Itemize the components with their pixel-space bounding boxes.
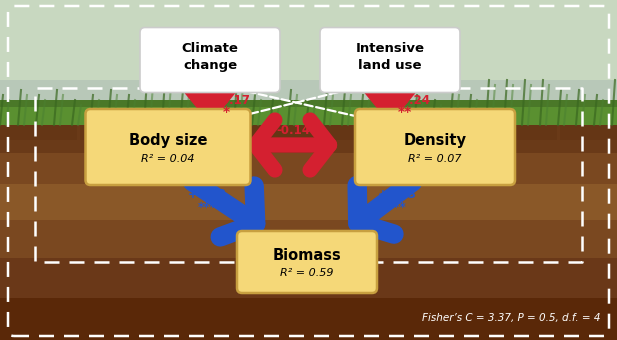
FancyBboxPatch shape xyxy=(320,28,460,92)
Text: Body size: Body size xyxy=(129,133,207,148)
Bar xyxy=(0,184,617,222)
Bar xyxy=(0,125,617,155)
Text: -0.17: -0.17 xyxy=(216,94,250,106)
Bar xyxy=(240,125,317,140)
Bar xyxy=(0,100,617,130)
Text: Biomass: Biomass xyxy=(273,248,341,262)
Text: R² = 0.59: R² = 0.59 xyxy=(280,268,334,278)
Text: *: * xyxy=(289,138,297,152)
Bar xyxy=(560,125,617,140)
Bar xyxy=(80,125,157,140)
Text: -0.24: -0.24 xyxy=(396,94,430,106)
Text: ***: *** xyxy=(387,201,407,214)
FancyBboxPatch shape xyxy=(237,231,377,293)
Bar xyxy=(0,0,617,80)
Text: Density: Density xyxy=(404,133,466,148)
Bar xyxy=(0,0,617,120)
Text: R² = 0.07: R² = 0.07 xyxy=(408,154,462,164)
Bar xyxy=(0,298,617,340)
Bar xyxy=(320,125,397,140)
Text: +0.73: +0.73 xyxy=(378,188,416,202)
FancyBboxPatch shape xyxy=(355,109,515,185)
Bar xyxy=(0,153,617,185)
Bar xyxy=(0,220,617,260)
Text: ***: *** xyxy=(197,201,217,214)
Bar xyxy=(160,125,237,140)
FancyBboxPatch shape xyxy=(86,109,251,185)
Bar xyxy=(0,258,617,300)
FancyBboxPatch shape xyxy=(140,28,280,92)
Bar xyxy=(480,125,557,140)
Text: R² = 0.04: R² = 0.04 xyxy=(141,154,195,164)
Text: **: ** xyxy=(398,105,412,119)
Text: Fisher’s C = 3.37, P = 0.5, d.f. = 4: Fisher’s C = 3.37, P = 0.5, d.f. = 4 xyxy=(421,313,600,323)
Bar xyxy=(400,125,477,140)
Text: Climate
change: Climate change xyxy=(181,42,238,72)
Text: *: * xyxy=(223,105,230,119)
Text: -0.14: -0.14 xyxy=(276,124,310,137)
Text: +0.52: +0.52 xyxy=(188,188,226,202)
Bar xyxy=(0,107,617,125)
Text: Intensive
land use: Intensive land use xyxy=(355,42,424,72)
Bar xyxy=(0,125,77,140)
